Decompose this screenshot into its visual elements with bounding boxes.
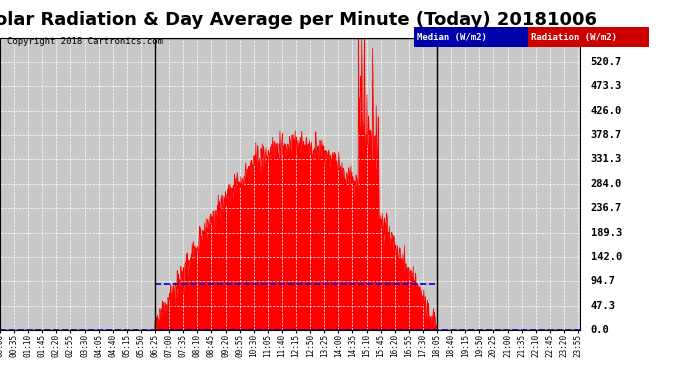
Bar bbox=[155, 38, 437, 330]
Text: 47.3: 47.3 bbox=[591, 301, 615, 310]
Text: 426.0: 426.0 bbox=[591, 106, 622, 116]
Text: Radiation (W/m2): Radiation (W/m2) bbox=[531, 33, 618, 42]
Text: 94.7: 94.7 bbox=[591, 276, 615, 286]
Text: 236.7: 236.7 bbox=[591, 203, 622, 213]
Text: Median (W/m2): Median (W/m2) bbox=[417, 33, 487, 42]
Text: 378.7: 378.7 bbox=[591, 130, 622, 140]
Text: 568.0: 568.0 bbox=[591, 33, 622, 42]
Text: 142.0: 142.0 bbox=[591, 252, 622, 262]
Text: Copyright 2018 Cartronics.com: Copyright 2018 Cartronics.com bbox=[7, 38, 163, 46]
Text: 0.0: 0.0 bbox=[591, 325, 609, 335]
Text: 284.0: 284.0 bbox=[591, 179, 622, 189]
Text: 189.3: 189.3 bbox=[591, 228, 622, 237]
Text: Solar Radiation & Day Average per Minute (Today) 20181006: Solar Radiation & Day Average per Minute… bbox=[0, 11, 598, 29]
Text: 473.3: 473.3 bbox=[591, 81, 622, 91]
Text: 331.3: 331.3 bbox=[591, 154, 622, 164]
Text: 520.7: 520.7 bbox=[591, 57, 622, 67]
